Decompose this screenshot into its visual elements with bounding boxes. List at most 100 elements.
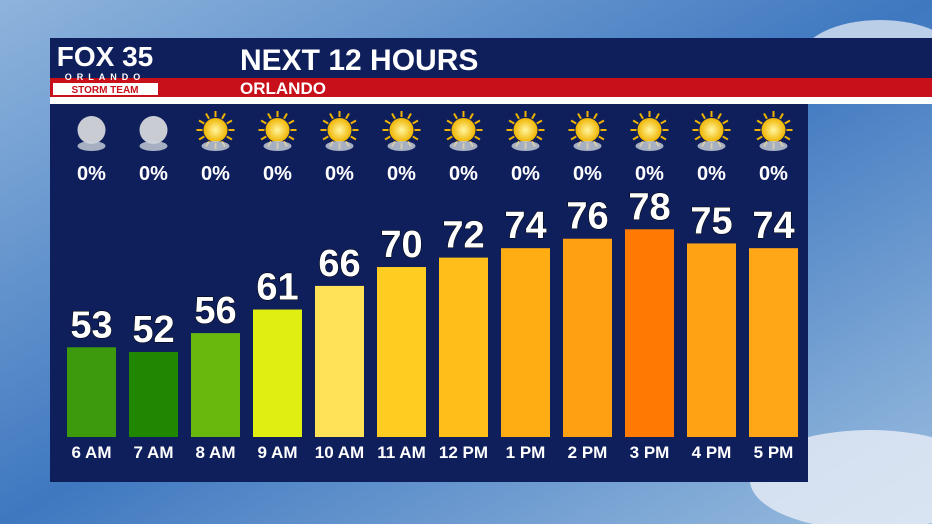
sun-ray xyxy=(515,113,520,120)
precip-label: 0% xyxy=(263,163,292,185)
cloud-icon xyxy=(325,141,354,151)
sun-icon xyxy=(637,118,662,142)
sun-ray xyxy=(694,119,701,125)
x-tick-label: 9 AM xyxy=(258,443,298,462)
sun-ray xyxy=(384,135,391,141)
sun-ray xyxy=(722,135,729,141)
sun-ray xyxy=(694,135,701,141)
cloud-icon xyxy=(573,141,602,151)
bar xyxy=(501,248,550,437)
sun-ray xyxy=(221,113,226,120)
bar xyxy=(253,309,302,437)
x-tick-label: 1 PM xyxy=(506,443,546,462)
sun-ray xyxy=(329,113,334,120)
sun-ray xyxy=(536,135,543,141)
sun-ray xyxy=(570,119,577,125)
sun-ray xyxy=(226,119,233,125)
sun-ray xyxy=(570,135,577,141)
sun-ray xyxy=(288,135,295,141)
logo-team-box xyxy=(53,83,158,95)
sun-ray xyxy=(407,113,412,120)
temp-label: 56 xyxy=(194,290,236,332)
sun-ray xyxy=(598,119,605,125)
x-tick-label: 10 AM xyxy=(315,443,364,462)
x-tick-label: 4 PM xyxy=(692,443,732,462)
sun-ray xyxy=(260,119,267,125)
sun-ray xyxy=(722,119,729,125)
x-tick-label: 2 PM xyxy=(568,443,608,462)
bar xyxy=(315,285,364,437)
x-tick-label: 8 AM xyxy=(196,443,236,462)
sun-ray xyxy=(226,135,233,141)
sun-ray xyxy=(322,135,329,141)
sun-ray xyxy=(660,119,667,125)
temp-label: 78 xyxy=(628,186,670,228)
sun-ray xyxy=(283,113,288,120)
sun-ray xyxy=(632,135,639,141)
logo-brand: FOX 35 xyxy=(57,41,153,72)
precip-label: 0% xyxy=(697,163,726,185)
precip-label: 0% xyxy=(325,163,354,185)
sun-icon xyxy=(265,118,290,142)
sun-ray xyxy=(412,135,419,141)
temp-label: 53 xyxy=(70,304,112,346)
temp-label: 52 xyxy=(132,309,174,351)
sun-ray xyxy=(784,135,791,141)
sun-ray xyxy=(198,119,205,125)
temp-label: 74 xyxy=(752,205,794,247)
sun-ray xyxy=(632,119,639,125)
bar xyxy=(129,352,178,437)
temp-label: 72 xyxy=(442,215,484,257)
moon-icon xyxy=(77,116,106,144)
cloud-icon xyxy=(201,141,230,151)
sun-ray xyxy=(412,119,419,125)
sun-ray xyxy=(474,119,481,125)
sun-ray xyxy=(350,119,357,125)
sun-ray xyxy=(474,135,481,141)
bar xyxy=(439,257,488,437)
sun-ray xyxy=(453,113,458,120)
sun-icon xyxy=(699,118,724,142)
precip-label: 0% xyxy=(387,163,416,185)
sun-icon xyxy=(513,118,538,142)
sun-ray xyxy=(655,113,660,120)
precip-label: 0% xyxy=(139,163,168,185)
bar xyxy=(625,229,674,437)
x-tick-label: 3 PM xyxy=(630,443,670,462)
sun-icon xyxy=(327,118,352,142)
temp-label: 66 xyxy=(318,243,360,285)
temp-label: 75 xyxy=(690,200,732,242)
sun-ray xyxy=(205,113,210,120)
sun-ray xyxy=(198,135,205,141)
x-tick-label: 7 AM xyxy=(134,443,174,462)
sun-ray xyxy=(756,119,763,125)
sun-ray xyxy=(350,135,357,141)
sun-icon xyxy=(761,118,786,142)
bar xyxy=(377,267,426,437)
x-tick-label: 12 PM xyxy=(439,443,488,462)
sun-ray xyxy=(322,119,329,125)
cloud-icon xyxy=(697,141,726,151)
sun-ray xyxy=(345,113,350,120)
cloud-icon xyxy=(139,141,168,151)
sun-icon xyxy=(203,118,228,142)
sun-icon xyxy=(575,118,600,142)
cloud-icon xyxy=(263,141,292,151)
bar xyxy=(687,243,736,437)
temp-label: 70 xyxy=(380,224,422,266)
bar xyxy=(67,347,116,437)
precip-label: 0% xyxy=(77,163,106,185)
sun-ray xyxy=(536,119,543,125)
sun-ray xyxy=(508,135,515,141)
sun-ray xyxy=(756,135,763,141)
sun-ray xyxy=(593,113,598,120)
sun-ray xyxy=(446,119,453,125)
precip-label: 0% xyxy=(635,163,664,185)
precip-label: 0% xyxy=(201,163,230,185)
x-tick-label: 11 AM xyxy=(377,443,426,462)
x-tick-label: 5 PM xyxy=(754,443,794,462)
sun-icon xyxy=(451,118,476,142)
sun-ray xyxy=(598,135,605,141)
precip-label: 0% xyxy=(759,163,788,185)
